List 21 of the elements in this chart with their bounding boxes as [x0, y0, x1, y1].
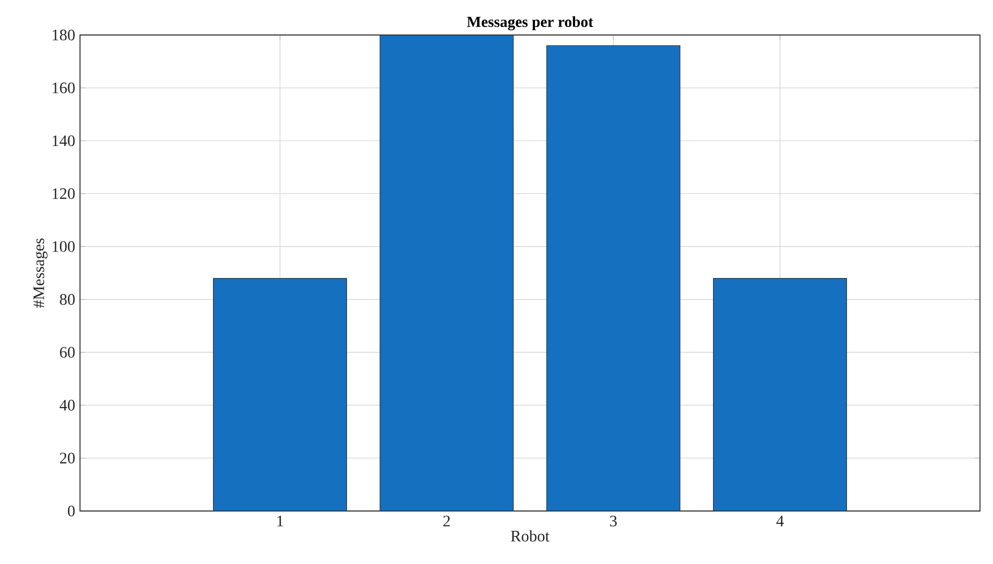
x-tick-label: 1 — [277, 516, 284, 526]
x-axis-title: Robot — [510, 530, 550, 542]
y-tick-label: 140 — [52, 135, 75, 146]
y-tick-label: 100 — [52, 241, 75, 252]
x-tick-label: 3 — [610, 516, 617, 526]
y-tick-label: 20 — [60, 452, 75, 464]
y-tick-label: 80 — [60, 294, 75, 305]
y-tick-label: 160 — [52, 82, 75, 94]
y-tick-label: 180 — [52, 30, 75, 40]
bar — [213, 278, 348, 511]
bar — [713, 278, 847, 511]
bar — [546, 45, 680, 511]
bar — [380, 34, 514, 511]
y-tick-label: 0 — [68, 506, 75, 516]
x-tick-label: 4 — [776, 516, 784, 526]
y-tick-label: 120 — [52, 188, 75, 200]
y-tick-label: 40 — [60, 400, 75, 411]
chart-title: Messages per robot — [466, 16, 594, 30]
y-tick-label: 60 — [60, 346, 75, 358]
y-axis-title: #Messages — [34, 238, 48, 308]
x-tick-label: 2 — [443, 516, 450, 526]
